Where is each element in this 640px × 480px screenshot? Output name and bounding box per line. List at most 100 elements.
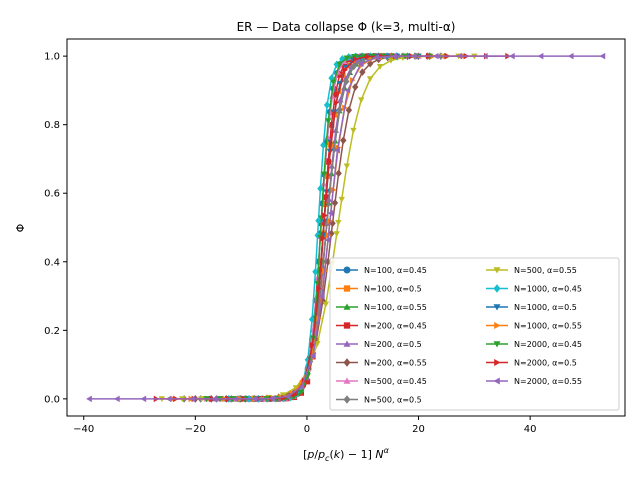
data-point: [373, 54, 379, 61]
legend-item: N=2000, α=0.45: [486, 340, 582, 349]
data-point: [350, 62, 357, 71]
chart-title: ER — Data collapse Φ (k=3, multi-α): [237, 20, 456, 34]
data-point: [342, 77, 350, 86]
data-point: [292, 385, 300, 392]
data-point: [330, 79, 337, 86]
data-point: [567, 52, 574, 60]
x-tick-label: −20: [185, 424, 206, 435]
data-point: [251, 395, 258, 403]
data-point: [317, 184, 324, 193]
data-point: [322, 212, 328, 219]
legend-label: N=2000, α=0.5: [514, 359, 577, 368]
plot-frame: [66, 38, 626, 417]
data-point: [140, 395, 147, 403]
x-tick-label: 0: [304, 424, 310, 435]
legend-item: N=100, α=0.45: [336, 266, 427, 275]
data-point: [537, 52, 544, 60]
legend-label: N=200, α=0.45: [364, 322, 427, 331]
legend-box: [329, 257, 620, 411]
data-point: [232, 395, 239, 403]
data-point: [309, 352, 316, 359]
x-tick-label: −40: [73, 424, 94, 435]
data-point: [364, 53, 371, 60]
data-point: [359, 68, 366, 76]
data-point: [341, 61, 348, 68]
x-axis-title: [p/pc(k) − 1] Nα: [303, 446, 390, 463]
data-point: [331, 199, 339, 207]
data-point: [345, 106, 353, 114]
data-point: [343, 163, 351, 170]
y-tick-label: 1.0: [44, 52, 60, 63]
legend-label: N=1000, α=0.55: [514, 322, 582, 331]
legend-label: N=200, α=0.55: [364, 359, 427, 368]
y-tick-label: 0.6: [44, 189, 60, 200]
legend-marker: [343, 358, 351, 367]
legend-item: N=500, α=0.55: [486, 266, 577, 275]
data-point: [357, 60, 364, 68]
data-point: [329, 219, 336, 228]
data-point: [284, 393, 291, 400]
data-point: [335, 220, 342, 226]
data-point: [336, 71, 343, 78]
data-point: [326, 157, 333, 165]
data-point: [165, 395, 172, 403]
data-point: [340, 136, 347, 145]
legend-marker: [493, 341, 501, 348]
data-point: [304, 378, 311, 385]
data-point: [318, 293, 325, 300]
legend-marker: [494, 359, 501, 366]
data-point: [297, 389, 305, 396]
data-point: [309, 341, 316, 349]
data-point: [304, 355, 312, 364]
x-tick-label: 20: [412, 424, 425, 435]
legend-label: N=2000, α=0.45: [514, 340, 582, 349]
legend-item: N=2000, α=0.55: [486, 377, 582, 386]
legend-item: N=1000, α=0.55: [486, 322, 582, 331]
data-point: [290, 394, 297, 401]
legend-label: N=1000, α=0.45: [514, 285, 582, 294]
legend-marker: [343, 303, 351, 310]
legend-item: N=100, α=0.5: [336, 285, 422, 294]
data-point: [322, 301, 329, 308]
data-point: [320, 235, 327, 242]
data-point: [338, 196, 345, 203]
data-point: [333, 99, 340, 106]
data-point: [336, 105, 343, 114]
legend-label: N=1000, α=0.5: [514, 303, 577, 312]
data-point: [320, 171, 328, 178]
data-point: [189, 395, 196, 403]
data-point: [352, 55, 359, 63]
data-point: [343, 55, 350, 62]
legend-marker: [494, 322, 501, 329]
legend-label: N=100, α=0.5: [364, 285, 422, 294]
data-point: [391, 53, 397, 60]
data-point: [328, 121, 335, 128]
data-point: [344, 87, 351, 94]
data-point: [312, 267, 319, 276]
data-point: [351, 53, 358, 60]
legend-marker: [493, 284, 501, 293]
legend-item: N=500, α=0.45: [336, 377, 427, 386]
data-point: [333, 231, 340, 237]
series-15: [86, 52, 606, 403]
legend-item: N=2000, α=0.5: [486, 359, 577, 368]
data-point: [481, 52, 488, 60]
data-point: [336, 61, 343, 68]
data-point: [327, 209, 334, 217]
data-point: [86, 395, 92, 403]
legend-label: N=100, α=0.45: [364, 266, 427, 275]
data-point: [269, 395, 275, 402]
legend-marker: [493, 377, 500, 385]
data-point: [334, 147, 340, 154]
legend-item: N=1000, α=0.5: [486, 303, 577, 312]
data-point: [320, 141, 327, 150]
data-point: [358, 97, 365, 104]
data-point: [366, 76, 374, 83]
data-point: [508, 52, 515, 60]
legend-marker: [343, 266, 351, 274]
legend-label: N=500, α=0.45: [364, 377, 427, 386]
legend-label: N=200, α=0.5: [364, 340, 422, 349]
data-point: [316, 285, 322, 292]
legend-item: N=1000, α=0.45: [486, 284, 582, 294]
